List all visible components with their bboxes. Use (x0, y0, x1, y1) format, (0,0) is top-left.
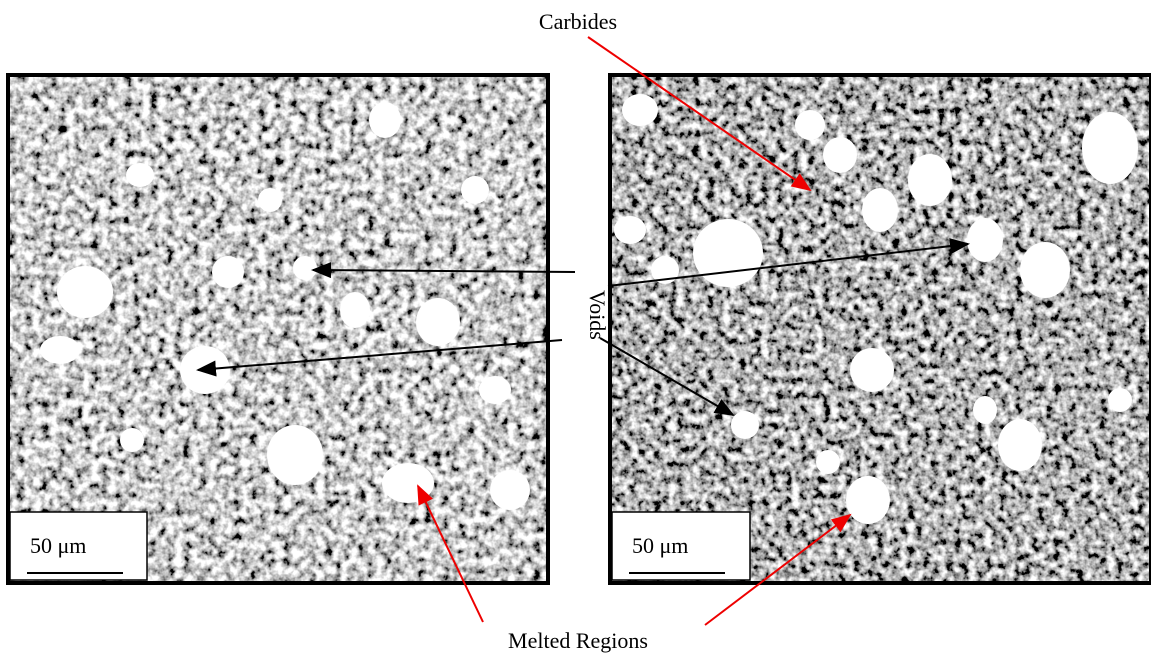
texture (8, 75, 548, 583)
scale-label: 50 μm (632, 533, 688, 558)
left-micrograph: 50 μm (8, 75, 548, 583)
scale-label: 50 μm (30, 533, 86, 558)
voids-label: Voids (585, 290, 610, 340)
figure: 50 μm 50 μm Carbides Voids Melted Region… (0, 0, 1151, 657)
right-micrograph: 50 μm (610, 75, 1151, 583)
carbides-label: Carbides (539, 9, 617, 34)
melted-regions-label: Melted Regions (508, 628, 648, 653)
